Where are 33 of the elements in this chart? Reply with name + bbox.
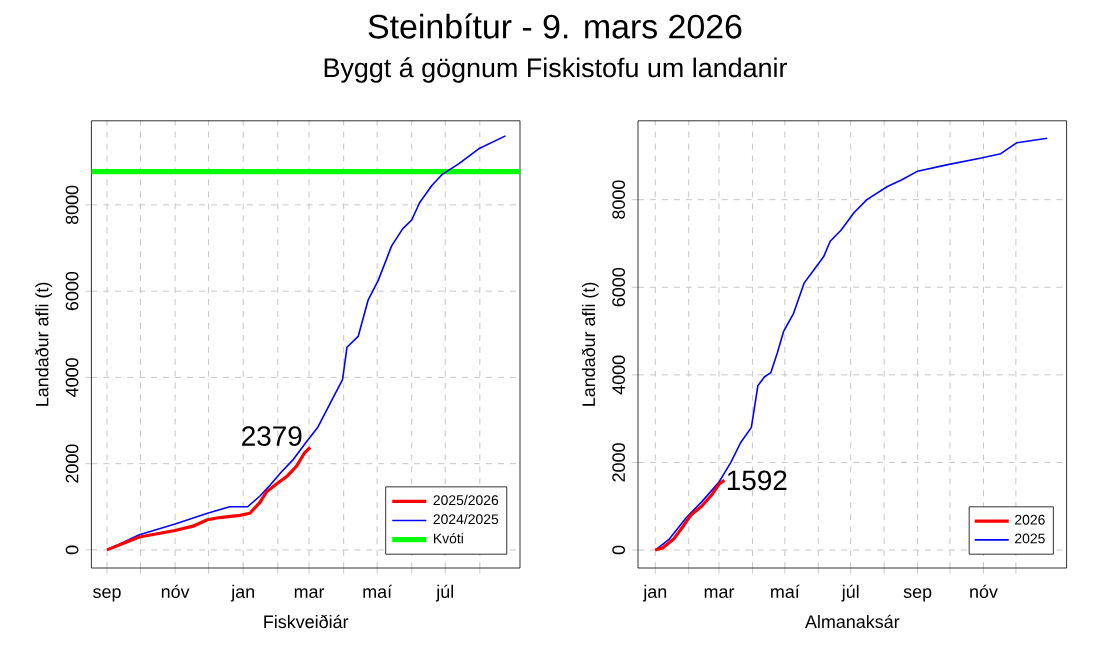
- x-tick-label: nóv: [970, 584, 998, 599]
- y-tick-label: 0: [65, 545, 79, 555]
- x-tick-label: nóv: [161, 584, 190, 599]
- x-tick-label: maí: [771, 584, 800, 599]
- y-tick-label: 2000: [65, 444, 79, 483]
- line-series: [105, 445, 312, 552]
- x-tick-label: jan: [230, 584, 254, 602]
- x-tick-label: maí: [363, 584, 392, 599]
- x-tick-label: sep: [903, 588, 932, 602]
- y-axis-title: Landaður afli (t): [581, 282, 599, 406]
- x-tick-label: júl: [841, 584, 859, 602]
- chart-title: Steinbítur - 9. mars 2026: [368, 13, 742, 39]
- annotation: 2379: [242, 426, 302, 446]
- x-axis-title: Almanaksár: [805, 614, 900, 629]
- y-tick-label: 4000: [612, 355, 625, 395]
- y-tick-label: 4000: [65, 358, 79, 397]
- x-tick-label: júl: [435, 584, 453, 602]
- y-tick-label: 6000: [65, 271, 79, 311]
- annotation: 1592: [727, 470, 787, 491]
- y-tick-label: 8000: [65, 185, 79, 225]
- x-tick-label: mar: [294, 588, 325, 599]
- y-tick-label: 0: [612, 545, 625, 555]
- y-axis-title: Landaður afli (t): [35, 282, 53, 406]
- y-tick-label: 8000: [612, 180, 625, 219]
- y-tick-label: 6000: [612, 268, 625, 307]
- x-tick-label: sep: [93, 588, 121, 602]
- line-series: [653, 478, 726, 552]
- line-series: [654, 137, 1048, 551]
- x-tick-label: mar: [704, 588, 735, 599]
- chart-subtitle: Byggt á gögnum Fiskistofu um landanir: [324, 57, 787, 83]
- x-axis-title: Fiskveiðiár: [264, 614, 349, 629]
- y-tick-label: 2000: [612, 443, 625, 482]
- x-tick-label: jan: [642, 584, 667, 602]
